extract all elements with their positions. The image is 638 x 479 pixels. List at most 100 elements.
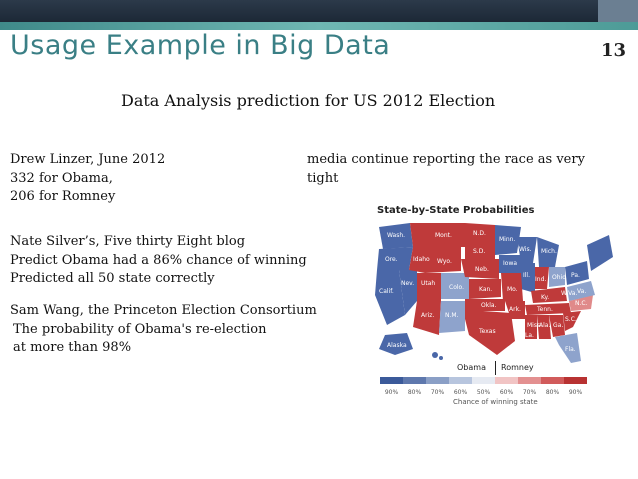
state-label: Va. <box>577 288 586 295</box>
state-label: Wyo. <box>437 258 452 265</box>
scale-swatch <box>426 377 449 384</box>
state-shape <box>439 356 443 360</box>
state-label: Colo. <box>449 284 464 291</box>
state-label: Ga. <box>553 322 563 329</box>
state-label: Ore. <box>385 256 398 263</box>
state-shape <box>535 267 549 289</box>
state-label: Ky. <box>541 294 549 301</box>
state-shape <box>517 237 537 263</box>
linzer-line: 332 for Obama, <box>10 170 113 186</box>
probability-scale <box>380 377 587 384</box>
scale-tick: 80% <box>545 389 560 396</box>
slide-subtitle: Data Analysis prediction for US 2012 Ele… <box>121 91 496 110</box>
scale-ticks: 90% 80% 70% 60% 50% 60% 70% 80% 90% <box>380 389 587 396</box>
scale-swatch <box>380 377 403 384</box>
state-shape <box>587 235 613 271</box>
scale-tick: 70% <box>522 389 537 396</box>
scale-swatch <box>403 377 426 384</box>
silver-line: Predict Obama had a 86% chance of winnin… <box>10 252 307 268</box>
figure-title: State-by-State Probabilities <box>377 205 535 216</box>
state-shape <box>537 237 559 267</box>
scale-swatch <box>472 377 495 384</box>
state-shape <box>465 223 495 241</box>
linzer-block: Drew Linzer, June 2012 332 for Obama, 20… <box>10 151 165 207</box>
state-label: Mich. <box>541 248 557 255</box>
state-label: Wis. <box>519 246 532 253</box>
linzer-line: Drew Linzer, June 2012 <box>10 152 166 167</box>
state-label: Ariz. <box>421 312 434 319</box>
state-label: Tenn. <box>536 306 553 313</box>
scale-tick: 90% <box>384 389 399 396</box>
state-shape <box>501 273 523 301</box>
state-label: Wash. <box>387 232 405 239</box>
state-label: N.C. <box>575 300 588 307</box>
legend-obama: Obama <box>457 363 486 372</box>
state-shape <box>399 270 417 315</box>
state-shape <box>567 281 595 301</box>
state-shape <box>439 301 465 333</box>
scale-swatch <box>541 377 564 384</box>
top-bar-notch <box>598 0 638 22</box>
state-label: N.M. <box>445 312 459 319</box>
state-label: Mo. <box>507 286 518 293</box>
state-shape <box>537 315 551 339</box>
state-label: Idaho <box>413 256 430 263</box>
state-shape <box>409 247 425 273</box>
wang-line: The probability of Obama's re-election <box>13 321 267 337</box>
linzer-line: 206 for Romney <box>10 189 116 204</box>
state-shape <box>379 333 413 355</box>
state-label: Ohio <box>552 274 566 281</box>
state-shape <box>525 315 537 339</box>
scale-swatch <box>564 377 587 384</box>
state-label: Okla. <box>481 302 497 309</box>
state-label: La. <box>525 332 534 339</box>
state-shape <box>495 225 521 255</box>
state-label: Minn. <box>499 236 515 243</box>
scale-tick: 70% <box>430 389 445 396</box>
silver-line: Nate Silver’s, Five thirty Eight blog <box>10 234 246 249</box>
state-shape <box>563 311 581 331</box>
state-label: Utah <box>421 280 435 287</box>
slide-title: Usage Example in Big Data <box>10 30 391 61</box>
state-shape <box>465 299 505 319</box>
state-shape <box>521 263 535 293</box>
state-label: Calif. <box>379 288 394 295</box>
scale-tick: 90% <box>568 389 583 396</box>
scale-swatch <box>495 377 518 384</box>
scale-tick: 60% <box>453 389 468 396</box>
state-label: Ill. <box>523 272 530 279</box>
wang-line: Sam Wang, the Princeton Election Consort… <box>10 303 317 318</box>
state-shape <box>531 287 567 303</box>
state-shape <box>525 303 571 315</box>
wang-line: at more than 98% <box>13 340 132 355</box>
state-shape <box>549 267 565 287</box>
state-shape <box>379 223 413 249</box>
state-label: Alaska <box>387 342 407 349</box>
scale-tick: 50% <box>476 389 491 396</box>
state-shape <box>469 279 501 299</box>
state-shape <box>375 270 405 325</box>
state-shape <box>413 301 441 335</box>
silver-line: Predicted all 50 state correctly <box>10 271 215 286</box>
state-shape <box>505 301 525 319</box>
state-shape <box>499 255 521 273</box>
state-label: N.D. <box>473 230 486 237</box>
state-shape <box>417 273 441 301</box>
state-shape <box>410 223 465 247</box>
state-shape <box>555 333 581 363</box>
scale-swatch <box>518 377 541 384</box>
state-label: S.D. <box>473 248 485 255</box>
scale-tick: 80% <box>407 389 422 396</box>
slide-number: 13 <box>600 40 626 61</box>
scale-tick: 60% <box>499 389 514 396</box>
state-shape <box>461 259 499 279</box>
state-label: Ark. <box>509 306 521 313</box>
state-shape <box>565 261 589 285</box>
silver-block: Nate Silver’s, Five thirty Eight blog Pr… <box>10 233 307 289</box>
state-label: Fla. <box>565 346 576 353</box>
media-text: media continue reporting the race as ver… <box>307 152 585 186</box>
state-label: Ala. <box>539 322 550 329</box>
state-label: Texas <box>478 328 496 335</box>
state-label: Nev. <box>401 280 414 287</box>
accent-bar <box>0 22 638 30</box>
